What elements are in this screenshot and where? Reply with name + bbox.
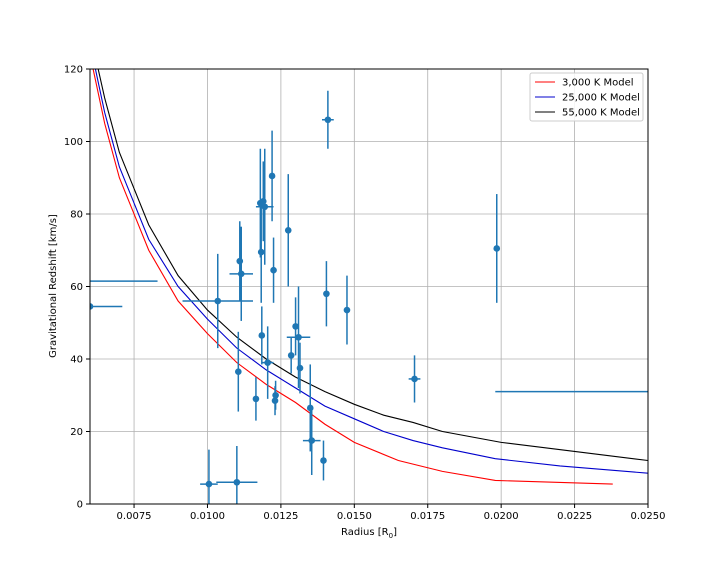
y-tick-label: 120 xyxy=(64,65,83,76)
x-tick-label: 0.0200 xyxy=(484,511,519,522)
data-point xyxy=(408,355,421,403)
data-marker xyxy=(258,332,266,339)
data-marker xyxy=(214,297,222,305)
data-point xyxy=(287,337,295,374)
data-marker xyxy=(284,227,292,234)
data-point xyxy=(343,275,351,345)
data-marker xyxy=(272,391,279,399)
data-point xyxy=(292,297,299,356)
legend-item: 25,000 K Model xyxy=(535,93,640,104)
x-tick-label: 0.0100 xyxy=(190,511,225,522)
data-marker xyxy=(205,480,213,488)
legend-item: 55,000 K Model xyxy=(535,108,640,119)
x-tick-label: 0.0075 xyxy=(117,511,152,522)
data-marker xyxy=(343,306,351,314)
data-point xyxy=(322,90,334,149)
legend-box xyxy=(529,72,644,122)
data-marker xyxy=(320,457,327,464)
data-point xyxy=(258,306,266,365)
data-marker xyxy=(236,257,244,265)
x-axis-ticks: 0.0075 0.0100 0.0125 0.0150 0.0175 0.0200 0.02… xyxy=(117,504,666,522)
data-point xyxy=(252,377,260,421)
data-point xyxy=(90,303,123,310)
x-tick-label: 0.0225 xyxy=(557,511,592,522)
data-marker xyxy=(235,368,242,375)
data-point xyxy=(257,201,265,303)
data-marker xyxy=(233,478,241,486)
data-point xyxy=(268,130,276,222)
legend-label: 25,000 K Model xyxy=(562,93,640,104)
y-tick-label: 40 xyxy=(70,355,83,366)
legend-label: 3,000 K Model xyxy=(562,78,634,89)
y-axis-label: Gravitational Redshift [km/s] xyxy=(48,214,59,358)
data-marker xyxy=(308,437,316,444)
y-tick-label: 20 xyxy=(70,427,83,438)
data-point xyxy=(320,440,327,481)
data-point xyxy=(255,148,274,265)
data-point xyxy=(200,449,218,504)
x-axis-label: Radius [R0] xyxy=(341,527,397,540)
data-marker xyxy=(295,333,302,341)
data-point xyxy=(216,446,258,504)
y-tick-label: 0 xyxy=(77,500,83,511)
data-point xyxy=(261,326,274,399)
data-point xyxy=(302,406,321,475)
legend: 3,000 K Model 25,000 K Model 55,000 K Mode… xyxy=(529,72,644,122)
data-marker xyxy=(292,323,299,330)
data-point xyxy=(182,253,253,349)
data-marker xyxy=(261,203,269,211)
y-tick-label: 100 xyxy=(64,137,83,148)
y-tick-label: 60 xyxy=(70,282,83,293)
data-marker xyxy=(270,266,277,274)
data-marker xyxy=(306,404,314,412)
data-marker xyxy=(264,359,271,366)
data-point xyxy=(272,380,279,410)
data-point xyxy=(236,221,244,301)
y-axis-ticks: 0 20 40 60 80 100 120 xyxy=(64,65,90,511)
data-marker xyxy=(287,352,295,359)
plot-area xyxy=(90,69,648,504)
data-marker xyxy=(493,245,501,252)
model-curve xyxy=(92,69,613,485)
data-marker xyxy=(252,395,260,403)
data-point xyxy=(296,342,304,394)
data-point xyxy=(235,331,242,412)
x-tick-label: 0.0175 xyxy=(410,511,445,522)
data-point xyxy=(229,226,253,321)
data-point xyxy=(284,174,292,287)
x-tick-label: 0.0250 xyxy=(631,511,666,522)
data-point xyxy=(286,286,311,388)
model-curve xyxy=(97,69,648,462)
legend-label: 55,000 K Model xyxy=(562,108,640,119)
data-marker xyxy=(296,364,304,372)
data-point xyxy=(493,194,501,303)
y-tick-label: 80 xyxy=(70,210,83,221)
grid-lines xyxy=(90,68,649,505)
data-marker xyxy=(237,270,245,278)
data-marker xyxy=(268,172,276,180)
legend-item: 3,000 K Model xyxy=(535,78,634,89)
data-marker xyxy=(323,290,330,298)
data-marker xyxy=(411,375,418,383)
x-tick-label: 0.0150 xyxy=(337,511,372,522)
x-tick-label: 0.0125 xyxy=(263,511,298,522)
model-curve xyxy=(94,69,648,474)
data-marker xyxy=(90,303,94,310)
data-point xyxy=(323,261,330,327)
data-marker xyxy=(257,248,265,256)
data-marker xyxy=(324,116,332,124)
data-point xyxy=(270,237,277,303)
